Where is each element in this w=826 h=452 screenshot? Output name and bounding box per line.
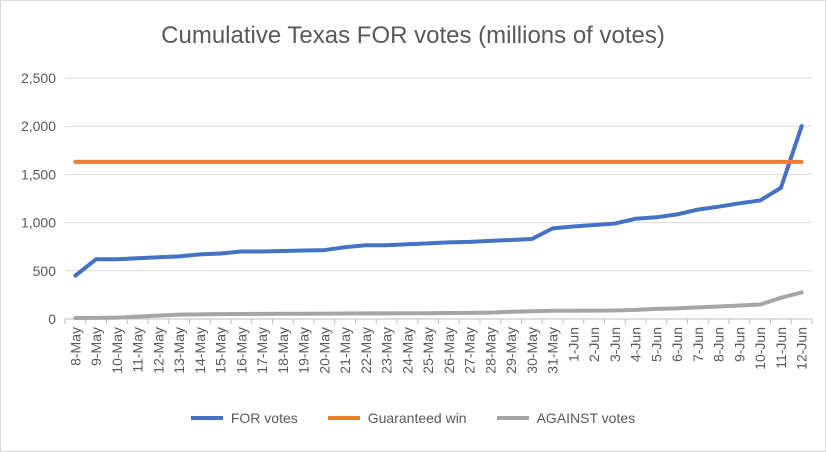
x-tick-label: 2-Jun (586, 327, 602, 362)
x-tick-label: 7-Jun (690, 327, 706, 362)
x-tick-label: 1-Jun (565, 327, 581, 362)
x-tick-label: 14-May (192, 327, 208, 374)
x-tick-label: 28-May (482, 327, 498, 374)
legend-label: AGAINST votes (536, 410, 636, 426)
x-tick-label: 12-Jun (794, 327, 810, 370)
y-tick-label: 500 (33, 263, 57, 279)
legend-label: Guaranteed win (367, 410, 467, 426)
legend-swatch (190, 416, 223, 420)
series-line-against-votes (73, 290, 804, 321)
x-tick-label: 5-Jun (648, 327, 664, 362)
x-tick-label: 30-May (524, 327, 540, 374)
legend-item: Guaranteed win (327, 410, 467, 426)
x-tick-label: 6-Jun (669, 327, 685, 362)
x-tick-label: 27-May (462, 327, 478, 374)
legend-item: FOR votes (190, 410, 298, 426)
x-tick-label: 10-Jun (752, 327, 768, 370)
legend-swatch (496, 416, 529, 420)
x-tick-label: 26-May (441, 327, 457, 374)
x-tick-label: 29-May (503, 327, 519, 374)
x-tick-label: 9-Jun (731, 327, 747, 362)
x-tick-label: 20-May (316, 327, 332, 374)
x-tick-label: 12-May (150, 327, 166, 374)
x-tick-label: 8-May (67, 327, 83, 366)
x-tick-label: 3-Jun (607, 327, 623, 362)
x-tick-label: 13-May (171, 327, 187, 374)
x-tick-label: 10-May (109, 327, 125, 374)
legend-item: AGAINST votes (496, 410, 636, 426)
x-tick-label: 23-May (379, 327, 395, 374)
x-tick-label: 24-May (399, 327, 415, 374)
y-tick-label: 1,500 (21, 166, 56, 182)
x-tick-label: 15-May (213, 327, 229, 374)
series-line-for-votes (73, 124, 804, 278)
x-tick-label: 25-May (420, 327, 436, 374)
x-tick-label: 17-May (254, 327, 270, 374)
x-tick-label: 9-May (88, 327, 104, 366)
legend-label: FOR votes (230, 410, 298, 426)
x-tick-label: 21-May (337, 327, 353, 374)
y-tick-label: 1,000 (21, 215, 56, 231)
x-tick-label: 4-Jun (628, 327, 644, 362)
x-tick-label: 11-May (130, 327, 146, 373)
y-tick-label: 0 (48, 311, 56, 327)
chart-title: Cumulative Texas FOR votes (millions of … (161, 22, 665, 49)
x-tick-label: 19-May (296, 327, 312, 374)
y-tick-label: 2,000 (21, 118, 56, 134)
x-tick-label: 31-May (545, 327, 561, 374)
x-tick-label: 11-Jun (773, 327, 789, 369)
x-tick-label: 18-May (275, 327, 291, 374)
x-tick-label: 8-Jun (711, 327, 727, 362)
x-tick-label: 16-May (233, 327, 249, 374)
legend-swatch (327, 416, 360, 420)
legend: FOR votes Guaranteed win AGAINST votes (0, 410, 826, 426)
y-tick-label: 2,500 (21, 70, 56, 86)
x-tick-label: 22-May (358, 327, 374, 374)
